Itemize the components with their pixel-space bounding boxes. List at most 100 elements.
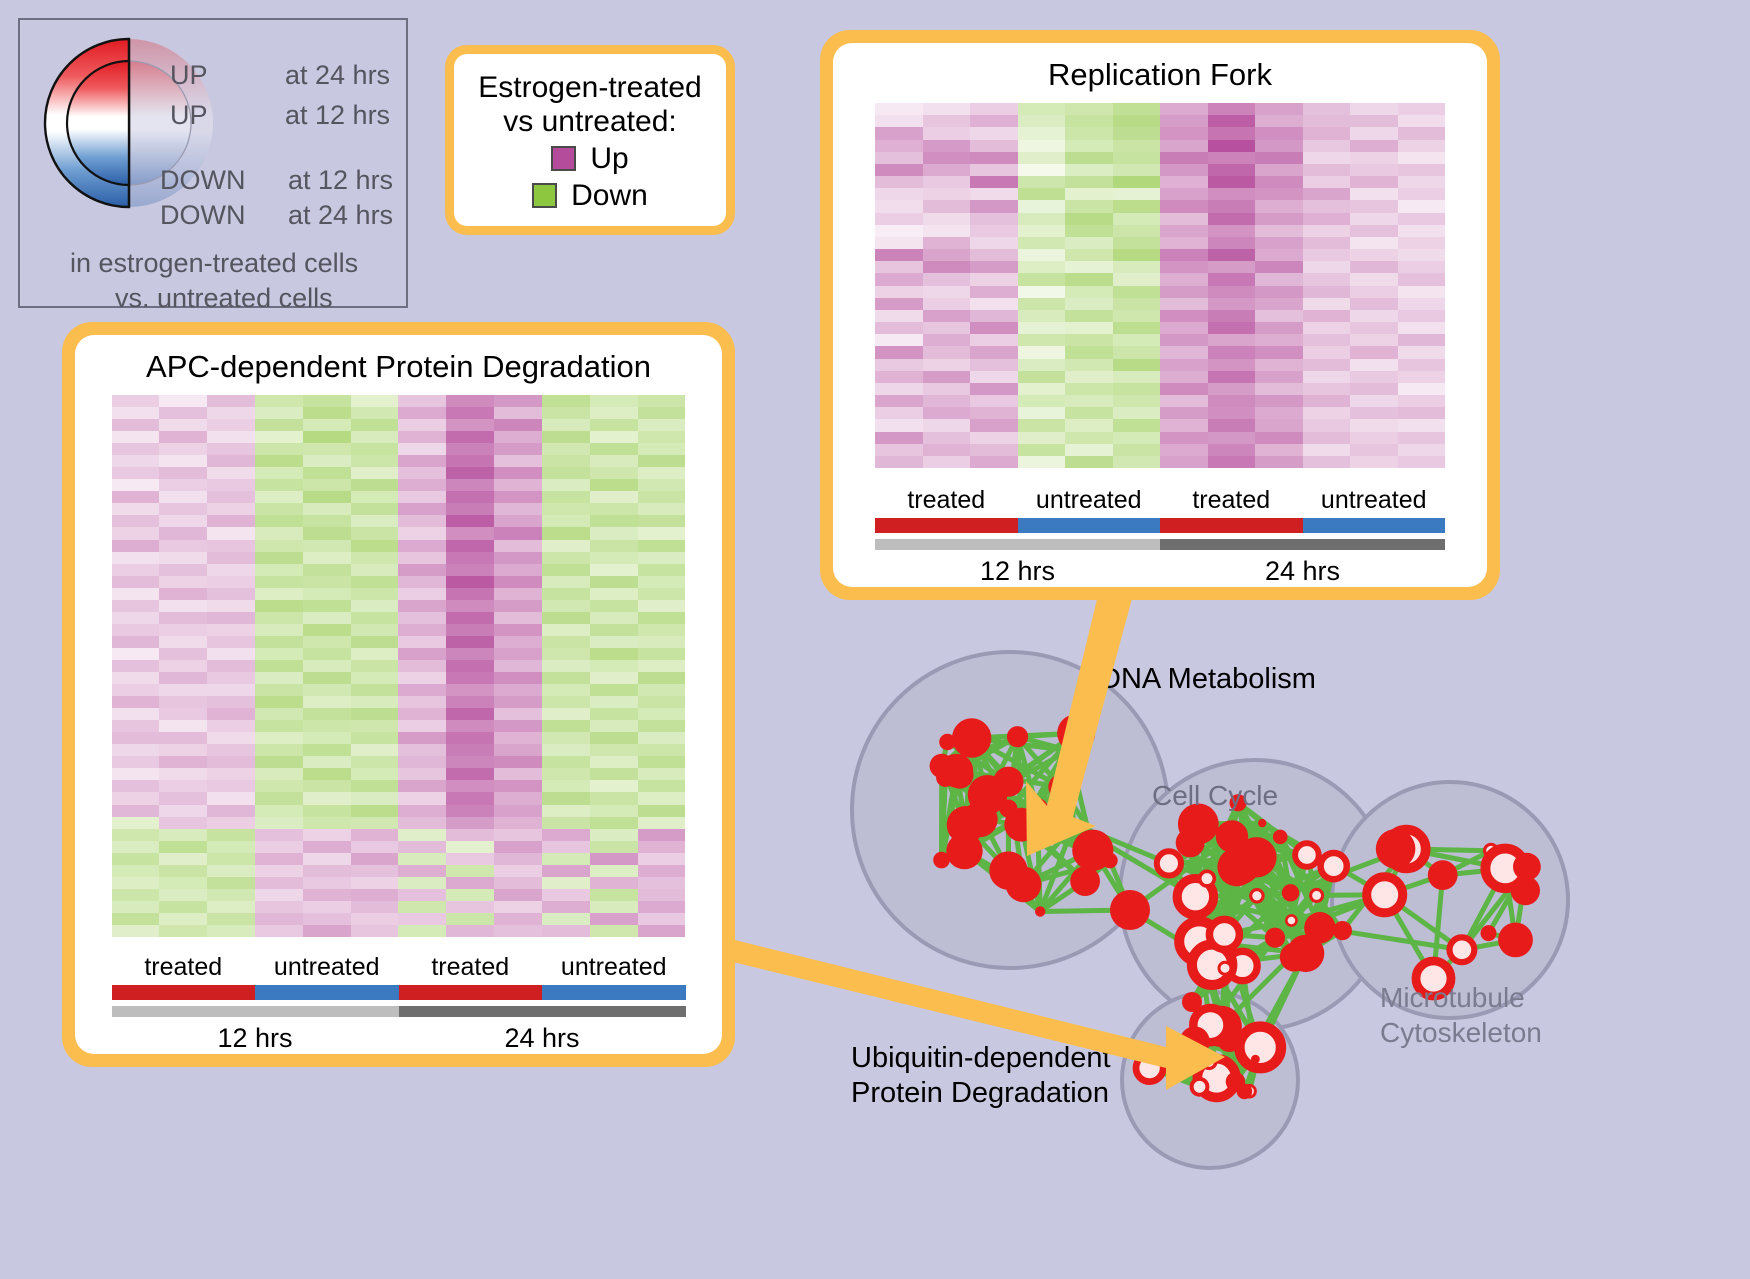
heatmap-cell xyxy=(446,599,495,612)
heatmap-cell xyxy=(875,212,923,225)
network-node[interactable] xyxy=(1251,1054,1260,1064)
heatmap-cell xyxy=(541,563,590,576)
heatmap-cell xyxy=(541,852,590,865)
network-node[interactable] xyxy=(1427,860,1458,890)
network-node[interactable] xyxy=(1258,818,1267,828)
heatmap-cell xyxy=(398,804,447,817)
network-node[interactable] xyxy=(1225,1071,1246,1092)
network-node[interactable] xyxy=(939,733,956,751)
network-node[interactable] xyxy=(1375,829,1416,869)
network-node[interactable] xyxy=(1072,829,1114,871)
network-node[interactable] xyxy=(1070,866,1100,896)
network-node[interactable] xyxy=(1229,794,1247,812)
network-node[interactable] xyxy=(1234,1021,1287,1074)
network-node[interactable] xyxy=(1132,1050,1167,1085)
heatmap-cell xyxy=(207,551,255,564)
network-node[interactable] xyxy=(1279,942,1309,972)
heatmap-cell xyxy=(494,852,542,865)
heatmap-cell xyxy=(541,912,590,925)
heatmap-cell xyxy=(302,684,351,697)
heatmap-cell xyxy=(970,309,1018,322)
heatmap-cell xyxy=(1350,370,1398,383)
network-node[interactable] xyxy=(1480,925,1497,942)
heatmap-cell xyxy=(1397,419,1445,432)
heatmap-cell xyxy=(589,491,638,504)
network-node[interactable] xyxy=(1205,915,1244,954)
network-node[interactable] xyxy=(1411,956,1456,1001)
heatmap-cell xyxy=(1350,188,1398,201)
network-node[interactable] xyxy=(1217,960,1233,976)
network-node[interactable] xyxy=(1272,829,1288,845)
heatmap-cell xyxy=(350,816,399,829)
heatmap-cell xyxy=(541,792,590,805)
heatmap-cell xyxy=(398,744,447,757)
heatmap-cell xyxy=(1112,443,1160,456)
network-node[interactable] xyxy=(1249,888,1265,904)
network-node[interactable] xyxy=(1281,884,1300,902)
heatmap-cell xyxy=(970,163,1018,176)
network-node[interactable] xyxy=(967,775,1008,815)
network-node[interactable] xyxy=(946,806,985,844)
heatmap-cell xyxy=(159,888,208,901)
network-node[interactable] xyxy=(1182,992,1202,1012)
network-node[interactable] xyxy=(1061,743,1077,759)
network-node[interactable] xyxy=(1498,922,1533,958)
network-node[interactable] xyxy=(1179,1026,1210,1057)
network-node[interactable] xyxy=(1153,848,1184,879)
heatmap-cell xyxy=(1065,103,1113,116)
heatmap-cell xyxy=(970,176,1018,189)
heatmap-cell xyxy=(111,804,160,817)
network-node[interactable] xyxy=(1035,906,1046,917)
heatmap-cell xyxy=(111,551,160,564)
heatmap-cell xyxy=(446,635,495,648)
network-node[interactable] xyxy=(1066,818,1081,832)
network-node[interactable] xyxy=(1175,828,1205,858)
network-node[interactable] xyxy=(1200,1053,1218,1071)
heatmap-cell xyxy=(1255,455,1303,468)
heatmap-cell xyxy=(446,431,495,444)
heatmap-cell xyxy=(922,127,970,140)
heatmap-cell xyxy=(254,780,303,793)
network-node[interactable] xyxy=(1264,927,1286,948)
heatmap-cell xyxy=(302,527,351,540)
heatmap-cell xyxy=(398,455,447,468)
network-node[interactable] xyxy=(1005,866,1042,903)
network-node[interactable] xyxy=(1284,914,1298,927)
heatmap-cell xyxy=(398,647,447,660)
heatmap-cell xyxy=(1065,455,1113,468)
heatmap-cell xyxy=(922,346,970,359)
network-node[interactable] xyxy=(1309,887,1325,903)
network-node[interactable] xyxy=(1292,840,1322,870)
network-node[interactable] xyxy=(1513,852,1541,881)
heatmap-cell xyxy=(1302,297,1350,310)
network-node[interactable] xyxy=(1110,890,1150,930)
heatmap-cell xyxy=(494,696,542,709)
heatmap-cell xyxy=(1017,297,1065,310)
network-node[interactable] xyxy=(1332,921,1352,941)
network-node[interactable] xyxy=(1446,934,1478,966)
heatmap-cell xyxy=(589,876,638,889)
heatmap-cell xyxy=(1160,419,1208,432)
network-node[interactable] xyxy=(929,753,954,779)
network-node[interactable] xyxy=(1304,912,1336,944)
heatmap-cell xyxy=(1302,103,1350,116)
heatmap-cell xyxy=(970,224,1018,237)
network-node[interactable] xyxy=(1217,847,1257,887)
network-node[interactable] xyxy=(1048,774,1074,800)
heatmap-cell xyxy=(1017,358,1065,371)
network-node[interactable] xyxy=(952,718,992,758)
network-node[interactable] xyxy=(933,851,950,869)
heatmap-cell xyxy=(207,924,255,937)
heatmap-cell xyxy=(1160,163,1208,176)
network-node[interactable] xyxy=(1362,872,1408,918)
network-node[interactable] xyxy=(1172,873,1219,920)
network-node[interactable] xyxy=(1197,869,1217,888)
heatmap-cell xyxy=(159,407,208,420)
network-node[interactable] xyxy=(1006,726,1029,748)
heatmap-cell xyxy=(111,527,160,540)
network-node[interactable] xyxy=(1317,849,1351,883)
heatmap-cell xyxy=(1160,151,1208,164)
network-node[interactable] xyxy=(1215,820,1249,853)
heatmap-cell xyxy=(350,647,399,660)
network-node[interactable] xyxy=(1189,1076,1210,1097)
